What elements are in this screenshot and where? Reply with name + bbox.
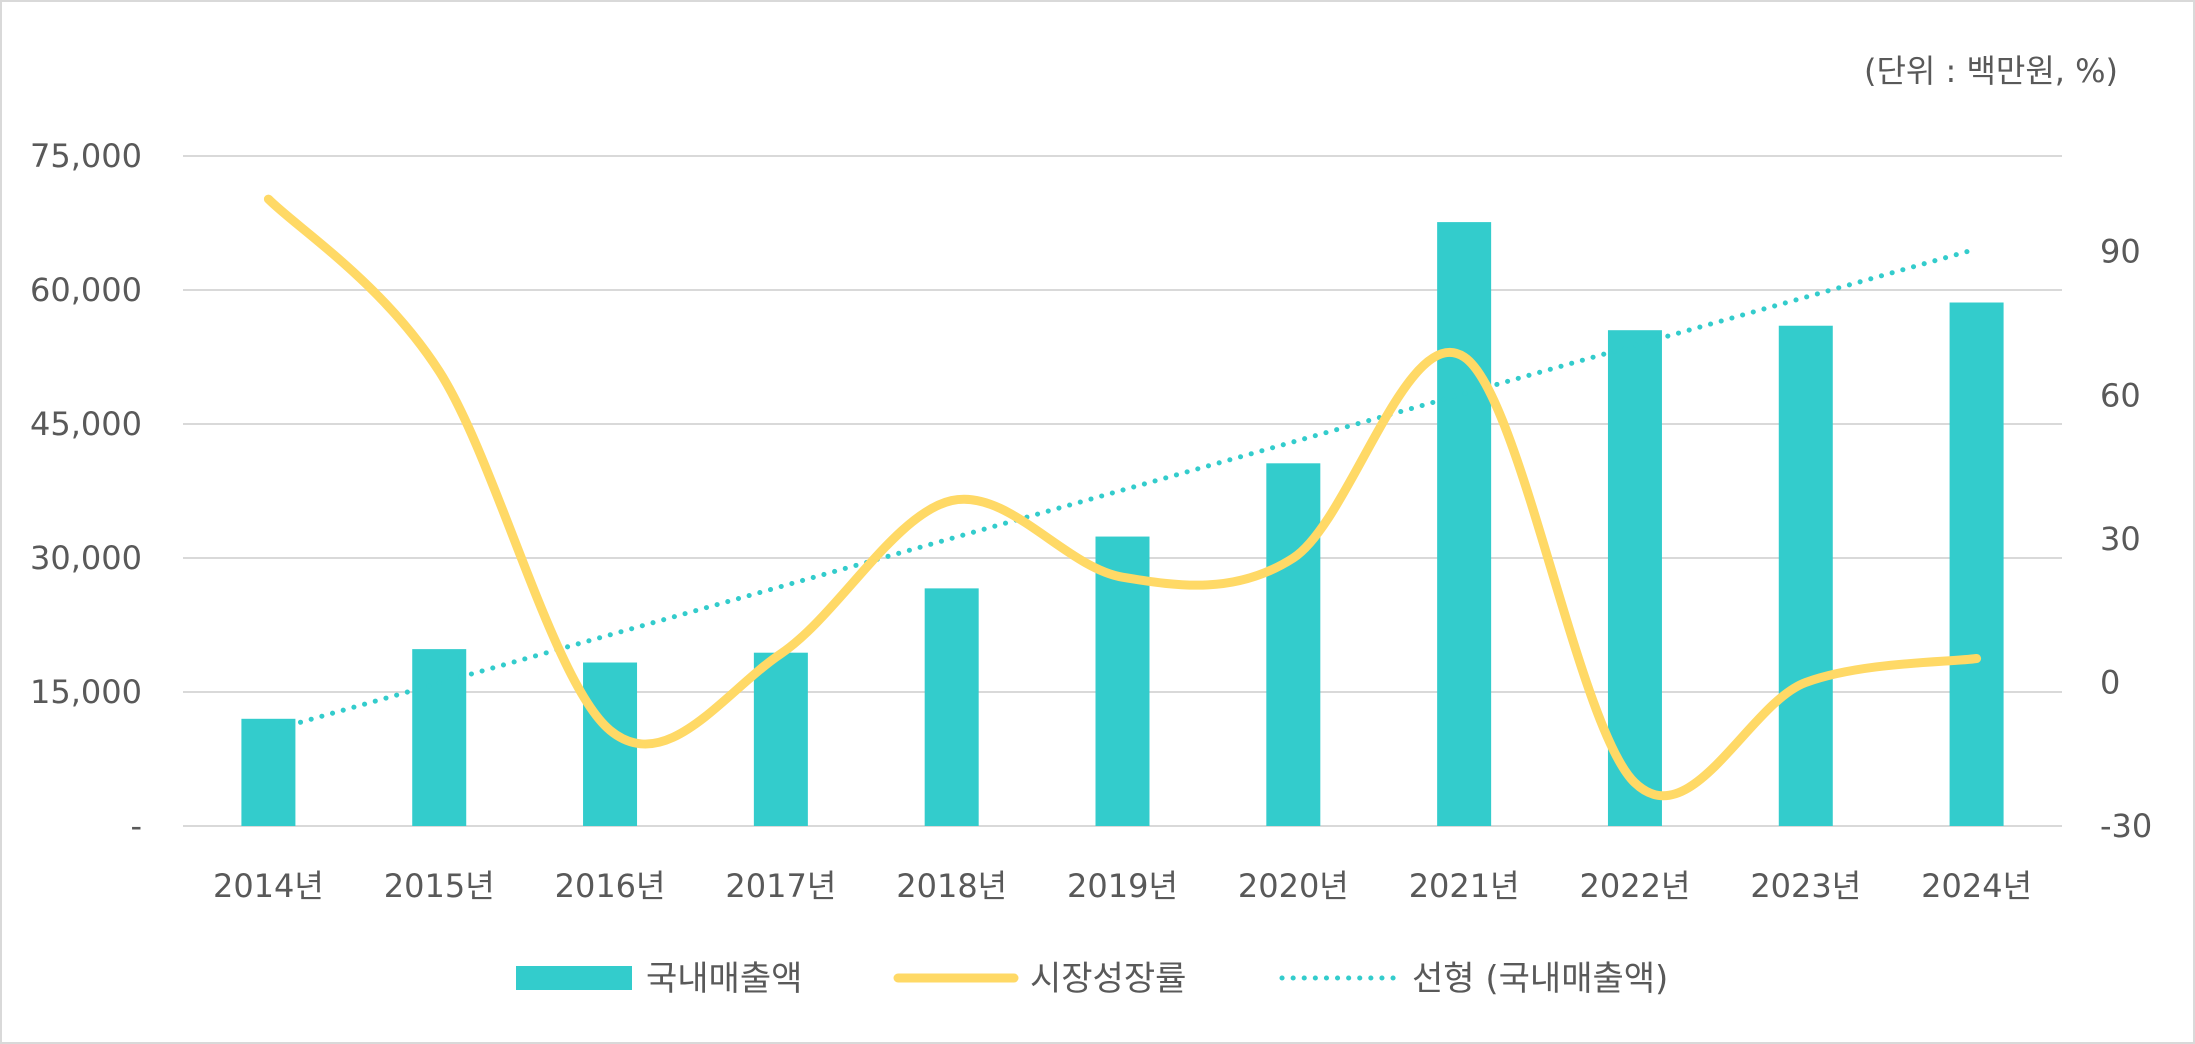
y-right-tick-label: 60	[2100, 376, 2141, 414]
y-right-tick-label: 90	[2100, 233, 2141, 271]
gridlines	[183, 155, 2062, 827]
legend-label: 시장성장률	[1030, 959, 1186, 999]
trendline-series	[265, 246, 1980, 734]
y-axis-right: -30 0 30 60 90	[2100, 233, 2152, 845]
legend: 국내매출액 시장성장률 선형 (국내매출액)	[516, 959, 1668, 999]
x-tick-label: 2015년	[384, 867, 495, 905]
bar	[753, 652, 808, 826]
y-left-tick-label: -	[130, 807, 142, 845]
x-tick-label: 2020년	[1238, 867, 1349, 905]
x-axis: 2014년 2015년 2016년 2017년 2018년 2019년 2020년 2021년…	[213, 867, 2032, 905]
x-tick-label: 2023년	[1750, 867, 1861, 905]
x-tick-label: 2017년	[725, 867, 836, 905]
y-left-tick-label: 75,000	[30, 137, 142, 175]
bar-series	[241, 222, 2004, 826]
bar	[1949, 302, 2004, 826]
growth-line-series	[263, 194, 1982, 801]
x-tick-label: 2016년	[555, 867, 666, 905]
legend-label: 선형 (국내매출액)	[1412, 959, 1668, 999]
growth-line	[263, 194, 1982, 801]
y-right-tick-label: 0	[2100, 663, 2120, 701]
y-right-tick-label: 30	[2100, 520, 2141, 558]
bar	[1607, 330, 1662, 826]
x-tick-label: 2022년	[1580, 867, 1691, 905]
bar	[241, 718, 296, 826]
y-left-tick-label: 60,000	[30, 271, 142, 309]
trendline	[265, 246, 1980, 734]
x-tick-label: 2014년	[213, 867, 324, 905]
x-tick-label: 2019년	[1067, 867, 1178, 905]
legend-label: 국내매출액	[646, 959, 802, 999]
y-right-tick-label: -30	[2100, 807, 2152, 845]
unit-note: (단위 : 백만원, %)	[1864, 52, 2118, 90]
y-left-tick-label: 15,000	[30, 673, 142, 711]
y-left-tick-label: 45,000	[30, 405, 142, 443]
x-tick-label: 2021년	[1409, 867, 1520, 905]
bar	[1778, 325, 1833, 826]
bar	[924, 588, 979, 826]
x-tick-label: 2018년	[896, 867, 1007, 905]
x-tick-label: 2024년	[1921, 867, 2032, 905]
bar	[1437, 222, 1492, 826]
bar	[1095, 536, 1150, 826]
legend-swatch-bar	[516, 966, 632, 990]
bar	[412, 649, 467, 826]
bar	[1266, 463, 1321, 826]
y-left-tick-label: 30,000	[30, 539, 142, 577]
y-axis-left: - 15,000 30,000 45,000 60,000 75,000	[30, 137, 142, 845]
